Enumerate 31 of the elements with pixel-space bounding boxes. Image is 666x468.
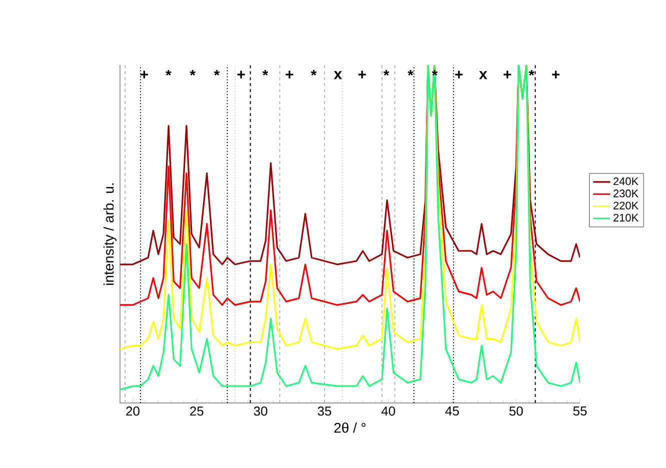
annotation: * (383, 70, 390, 76)
x-tick-label: 55 (573, 406, 587, 416)
annotation: + (286, 70, 294, 78)
legend-label: 240K (614, 177, 638, 186)
annotation: + (358, 70, 366, 78)
annotation: * (190, 70, 196, 76)
annotation: * (214, 70, 220, 76)
annotation: * (166, 70, 172, 76)
annotation: + (455, 70, 463, 78)
x-axis-title: 2θ / ° (334, 422, 366, 433)
annotation: x (479, 71, 488, 80)
legend-label: 220K (614, 202, 638, 210)
annotation: * (262, 70, 268, 76)
annotation: * (528, 70, 534, 76)
annotation: + (140, 70, 148, 78)
annotation: x (334, 71, 342, 80)
y-axis-title: intensity / arb. u. (103, 183, 116, 285)
x-tick-label: 50 (509, 406, 523, 416)
x-tick-label: 25 (190, 406, 204, 416)
annotation: * (310, 70, 317, 76)
annotation: * (408, 70, 414, 76)
x-tick-label: 40 (381, 406, 396, 416)
x-tick-label: 35 (318, 406, 332, 416)
x-tick-label: 45 (445, 406, 459, 416)
annotation: + (504, 70, 512, 78)
annotation: + (552, 70, 560, 78)
x-tick-label: 20 (126, 406, 140, 416)
legend-label: 230K (614, 190, 638, 198)
x-tick-label: 30 (254, 406, 268, 416)
legend-label: 210K (614, 214, 638, 222)
annotation: + (237, 70, 245, 78)
